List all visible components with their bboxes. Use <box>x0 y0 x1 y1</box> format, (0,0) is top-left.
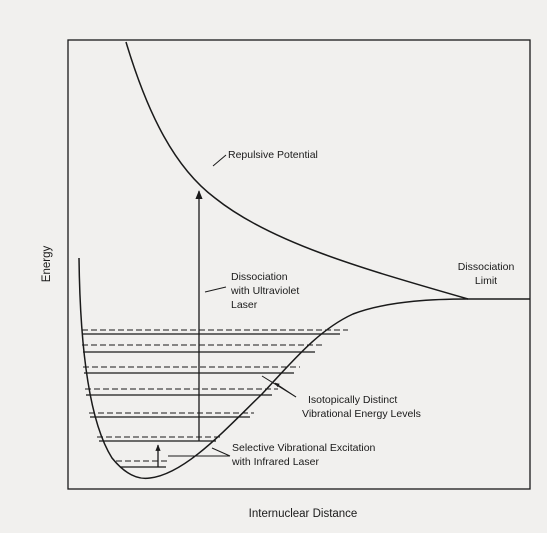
label-repulsive-potential: Repulsive Potential <box>228 149 318 161</box>
label-selective-excitation-line1: Selective Vibrational Excitation <box>232 442 376 454</box>
label-dissociation-uv-line1: Dissociation <box>231 271 288 283</box>
label-selective-excitation-line2: with Infrared Laser <box>231 456 319 468</box>
label-isotopic-levels-line2: Vibrational Energy Levels <box>302 408 421 420</box>
plot-frame <box>67 39 531 490</box>
label-dissociation-limit: Dissociation Limit <box>458 261 515 287</box>
label-dissociation-limit-line1: Dissociation <box>458 261 515 273</box>
label-dissociation-uv-line3: Laser <box>231 299 258 311</box>
y-axis-label: Energy <box>41 246 53 283</box>
label-isotopic-levels-line1: Isotopically Distinct <box>308 394 397 406</box>
label-isotopic-levels: Isotopically Distinct Vibrational Energy… <box>302 394 421 420</box>
leader-lines <box>168 154 297 457</box>
x-axis-label: Internuclear Distance <box>249 508 358 520</box>
label-dissociation-uv-line2: with Ultraviolet <box>230 285 299 297</box>
label-dissociation-limit-line2: Limit <box>475 275 497 287</box>
repulsive-potential-curve <box>125 41 530 300</box>
label-dissociation-uv: Dissociation with Ultraviolet Laser <box>230 271 299 311</box>
label-selective-excitation: Selective Vibrational Excitation with In… <box>231 442 376 468</box>
